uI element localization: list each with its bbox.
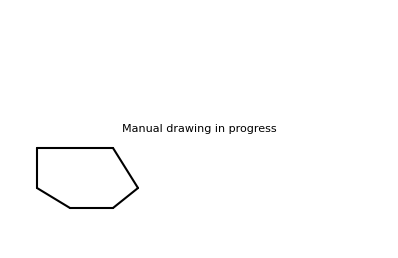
Text: Manual drawing in progress: Manual drawing in progress [122, 124, 276, 134]
